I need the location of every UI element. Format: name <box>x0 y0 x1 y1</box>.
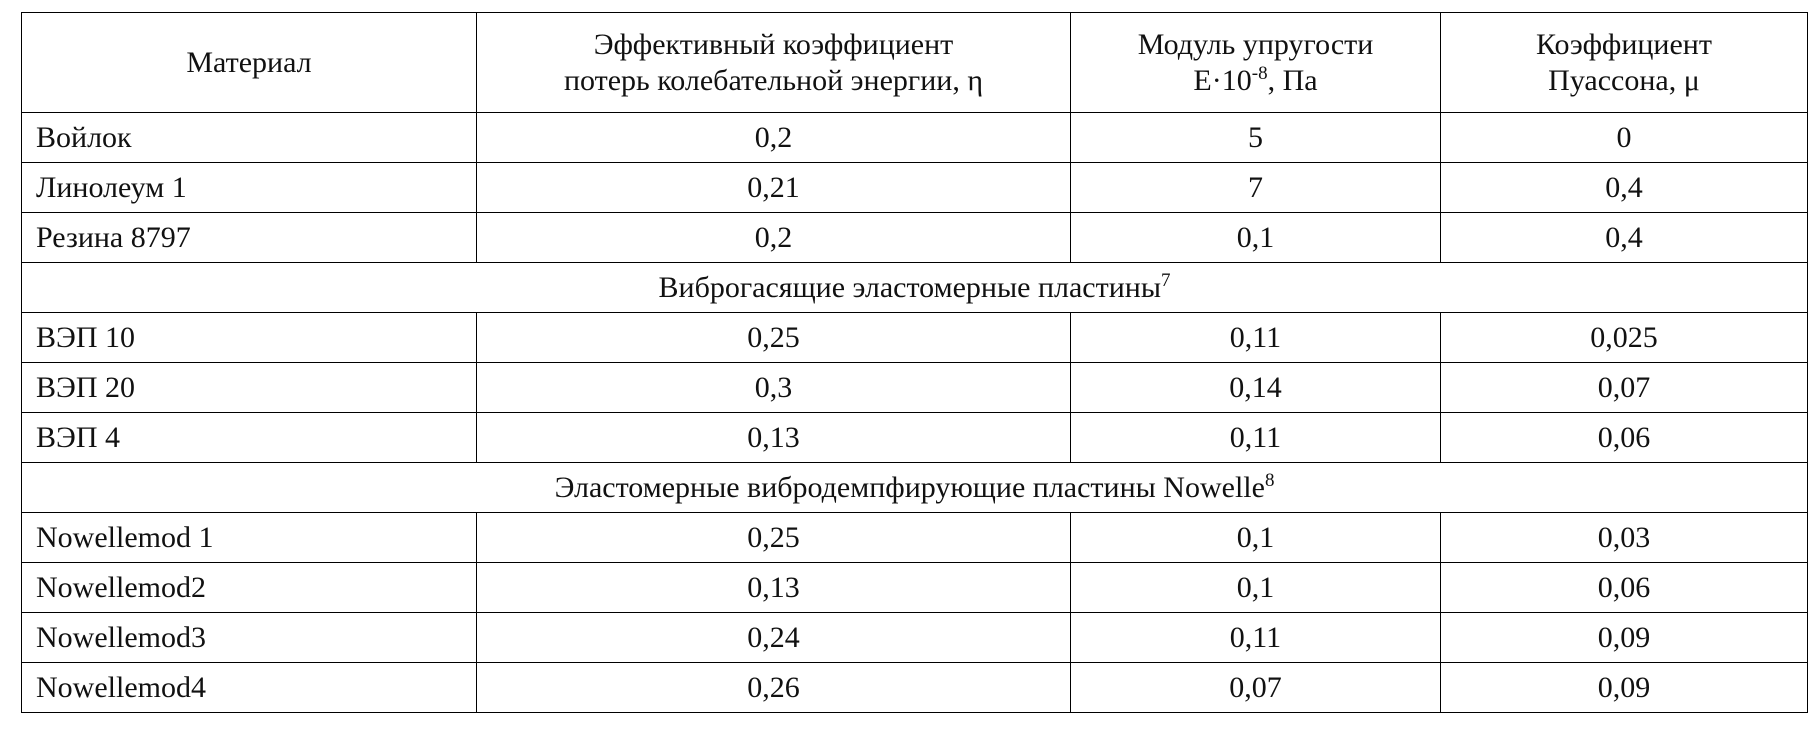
superscript: -8 <box>1251 62 1268 84</box>
value-cell: 0,21 <box>476 162 1071 213</box>
value-cell: 0,11 <box>1070 412 1441 463</box>
value-cell: 0,09 <box>1440 662 1808 713</box>
value-cell: 0,3 <box>476 362 1071 413</box>
value-cell: 0,13 <box>476 562 1071 613</box>
header-cell: Модуль упругости E·10-8, Па <box>1070 12 1441 113</box>
section-row: Эластомерные вибродемпфирующие пластины … <box>21 462 1808 513</box>
data-row: Войлок 0,2 5 0 <box>21 112 1808 163</box>
value-cell: 0,24 <box>476 612 1071 663</box>
header-text: Материал <box>186 45 312 79</box>
data-row: ВЭП 10 0,25 0,11 0,025 <box>21 312 1808 363</box>
value-cell: 0,11 <box>1070 312 1441 363</box>
header-text: потерь колебательной энергии, η <box>563 63 984 97</box>
header-text: E·10 <box>1193 63 1252 97</box>
section-cell: Виброгасящие эластомерные пластины7 <box>21 262 1808 313</box>
material-cell: Nowellemod 1 <box>21 512 477 563</box>
data-row: Резина 8797 0,2 0,1 0,4 <box>21 212 1808 263</box>
value-cell: 0,1 <box>1070 212 1441 263</box>
value-cell: 0,09 <box>1440 612 1808 663</box>
footnote-ref: 8 <box>1264 469 1275 491</box>
value-cell: 0,2 <box>476 212 1071 263</box>
material-cell: Nowellemod3 <box>21 612 477 663</box>
table-body: Материал Эффективный коэффициент потерь ко… <box>21 12 1808 713</box>
value-cell: 0,025 <box>1440 312 1808 363</box>
value-cell: 0,1 <box>1070 512 1441 563</box>
value-cell: 0,4 <box>1440 212 1808 263</box>
header-cell: Материал <box>21 12 477 113</box>
value-cell: 0,11 <box>1070 612 1441 663</box>
section-cell: Эластомерные вибродемпфирующие пластины … <box>21 462 1808 513</box>
material-cell: ВЭП 10 <box>21 312 477 363</box>
value-cell: 0,06 <box>1440 562 1808 613</box>
value-cell: 0,14 <box>1070 362 1441 413</box>
value-cell: 7 <box>1070 162 1441 213</box>
value-cell: 0 <box>1440 112 1808 163</box>
material-cell: Nowellemod4 <box>21 662 477 713</box>
data-row: Nowellemod3 0,24 0,11 0,09 <box>21 612 1808 663</box>
value-cell: 0,03 <box>1440 512 1808 563</box>
value-cell: 0,13 <box>476 412 1071 463</box>
section-title: Виброгасящие эластомерные пластины <box>658 270 1161 304</box>
header-text: Модуль упругости <box>1137 27 1374 61</box>
material-cell: ВЭП 4 <box>21 412 477 463</box>
material-cell: ВЭП 20 <box>21 362 477 413</box>
footnote-ref: 7 <box>1160 269 1171 291</box>
value-cell: 0,25 <box>476 312 1071 363</box>
data-row: Nowellemod 1 0,25 0,1 0,03 <box>21 512 1808 563</box>
value-cell: 0,26 <box>476 662 1071 713</box>
header-text: Эффективный коэффициент <box>593 27 954 61</box>
header-row: Материал Эффективный коэффициент потерь ко… <box>21 12 1808 113</box>
value-cell: 0,25 <box>476 512 1071 563</box>
data-row: ВЭП 4 0,13 0,11 0,06 <box>21 412 1808 463</box>
header-cell: Эффективный коэффициент потерь колебатель… <box>476 12 1071 113</box>
header-cell: Коэффициент Пуассона, μ <box>1440 12 1808 113</box>
header-text: Коэффициент <box>1536 27 1712 61</box>
value-cell: 0,4 <box>1440 162 1808 213</box>
value-cell: 0,06 <box>1440 412 1808 463</box>
material-cell: Войлок <box>21 112 477 163</box>
material-cell: Nowellemod2 <box>21 562 477 613</box>
value-cell: 0,07 <box>1070 662 1441 713</box>
material-cell: Линолеум 1 <box>21 162 477 213</box>
value-cell: 0,2 <box>476 112 1071 163</box>
header-text: Пуассона, μ <box>1548 63 1700 97</box>
header-text: , Па <box>1267 63 1318 97</box>
value-cell: 0,1 <box>1070 562 1441 613</box>
value-cell: 0,07 <box>1440 362 1808 413</box>
section-title: Эластомерные вибродемпфирующие пластины … <box>554 470 1265 504</box>
value-cell: 5 <box>1070 112 1441 163</box>
data-table: Материал Эффективный коэффициент потерь ко… <box>21 12 1808 713</box>
data-row: ВЭП 20 0,3 0,14 0,07 <box>21 362 1808 413</box>
data-row: Nowellemod4 0,26 0,07 0,09 <box>21 662 1808 713</box>
data-row: Линолеум 1 0,21 7 0,4 <box>21 162 1808 213</box>
data-row: Nowellemod2 0,13 0,1 0,06 <box>21 562 1808 613</box>
material-cell: Резина 8797 <box>21 212 477 263</box>
section-row: Виброгасящие эластомерные пластины7 <box>21 262 1808 313</box>
